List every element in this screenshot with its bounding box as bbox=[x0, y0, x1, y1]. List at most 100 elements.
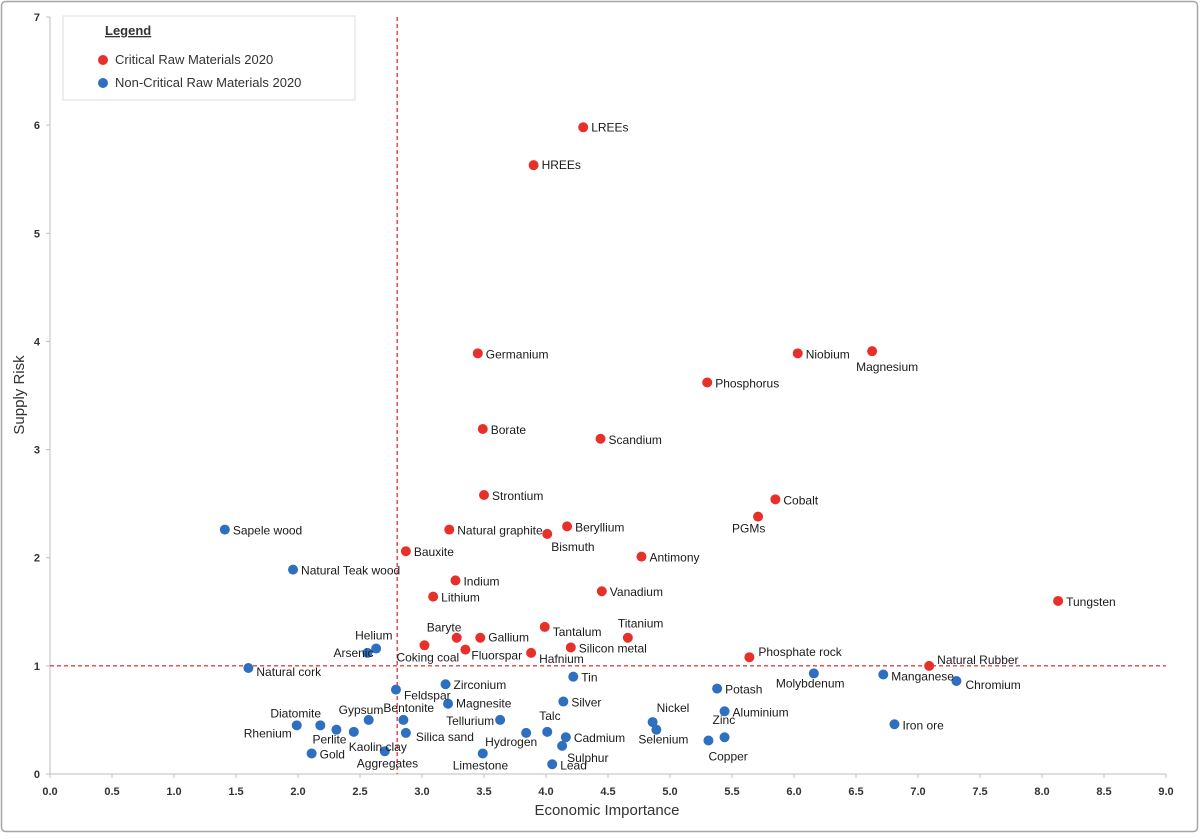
label-indium: Indium bbox=[463, 574, 499, 588]
x-tick-label: 0.0 bbox=[42, 786, 57, 798]
point-kaolin-clay bbox=[348, 726, 359, 737]
point-indium bbox=[450, 575, 461, 586]
label-potash: Potash bbox=[725, 683, 762, 697]
label-aggregates: Aggregates bbox=[357, 756, 418, 770]
label-hrees: HREEs bbox=[542, 158, 581, 172]
point-selenium bbox=[651, 724, 662, 735]
point-gallium bbox=[475, 632, 486, 643]
label-cadmium: Cadmium bbox=[574, 731, 625, 745]
y-tick-label: 7 bbox=[34, 12, 40, 24]
x-axis-title: Economic Importance bbox=[534, 802, 679, 819]
y-tick-label: 5 bbox=[34, 228, 40, 240]
x-tick-label: 1.0 bbox=[166, 786, 181, 798]
point-niobium bbox=[792, 348, 803, 359]
x-tick-label: 1.5 bbox=[228, 786, 243, 798]
label-silver: Silver bbox=[571, 696, 601, 710]
x-tick-label: 7.5 bbox=[972, 786, 987, 798]
legend-title: Legend bbox=[105, 23, 151, 38]
point-aggregates bbox=[379, 746, 390, 757]
label-nickel: Nickel bbox=[657, 701, 690, 715]
y-tick-label: 3 bbox=[34, 445, 40, 457]
label-gallium: Gallium bbox=[488, 631, 529, 645]
point-natural-teak-wood bbox=[288, 564, 299, 575]
point-copper bbox=[703, 735, 714, 746]
label-scandium: Scandium bbox=[609, 433, 662, 447]
y-tick-label: 4 bbox=[34, 336, 41, 348]
x-tick-label: 4.5 bbox=[600, 786, 615, 798]
point-sulphur bbox=[557, 740, 568, 751]
x-tick-label: 3.5 bbox=[476, 786, 491, 798]
x-tick-label: 9.0 bbox=[1158, 786, 1173, 798]
x-tick-label: 5.5 bbox=[724, 786, 739, 798]
point-zirconium bbox=[440, 679, 451, 690]
axes: 0.0 0.5 1.0 1.5 2.0 2.5 3.0 3.5 4.0 4.5 5.0 5.5 6.0 6… bbox=[34, 12, 1174, 798]
x-tick-label: 7.0 bbox=[910, 786, 925, 798]
x-tick-label: 6.5 bbox=[848, 786, 863, 798]
label-natural-rubber: Natural Rubber bbox=[937, 653, 1018, 667]
point-vanadium bbox=[596, 586, 607, 597]
point-magnesite bbox=[443, 698, 454, 709]
point-tungsten bbox=[1053, 595, 1064, 606]
label-tantalum: Tantalum bbox=[553, 625, 602, 639]
y-tick-label: 1 bbox=[34, 661, 40, 673]
label-tin: Tin bbox=[581, 671, 597, 685]
label-tellurium: Tellurium bbox=[446, 714, 494, 728]
label-selenium: Selenium bbox=[638, 733, 688, 747]
point-nickel bbox=[647, 717, 658, 728]
point-arsenic bbox=[362, 647, 373, 658]
label-borate: Borate bbox=[491, 423, 527, 437]
label-niobium: Niobium bbox=[806, 347, 850, 361]
point-potash bbox=[712, 683, 723, 694]
label-aluminium: Aluminium bbox=[733, 705, 789, 719]
label-iron-ore: Iron ore bbox=[902, 718, 944, 732]
y-tick-label: 2 bbox=[34, 553, 40, 565]
label-phosphate-rock: Phosphate rock bbox=[758, 645, 842, 659]
label-natural-teak-wood: Natural Teak wood bbox=[301, 564, 400, 578]
point-labels: LREEs HREEs Germanium Niobium Magnesium Phosp… bbox=[233, 120, 1116, 772]
point-silica-sand bbox=[400, 727, 411, 738]
label-molybdenum: Molybdenum bbox=[776, 676, 845, 690]
label-coking-coal: Coking coal bbox=[396, 650, 459, 664]
point-baryte bbox=[451, 632, 462, 643]
label-antimony: Antimony bbox=[649, 551, 699, 565]
label-bismuth: Bismuth bbox=[551, 540, 594, 554]
point-gold bbox=[306, 748, 317, 759]
point-hrees bbox=[528, 160, 539, 171]
label-kaolin-clay: Kaolin clay bbox=[349, 740, 407, 754]
point-lrees bbox=[578, 122, 589, 133]
label-talc: Talc bbox=[539, 709, 560, 723]
point-cadmium bbox=[560, 732, 571, 743]
label-germanium: Germanium bbox=[486, 347, 549, 361]
point-perlite bbox=[331, 724, 342, 735]
label-sapele-wood: Sapele wood bbox=[233, 524, 302, 538]
data-points bbox=[219, 122, 1064, 770]
label-zirconium: Zirconium bbox=[454, 678, 507, 692]
label-zinc: Zinc bbox=[713, 713, 736, 727]
point-phosphate-rock bbox=[744, 652, 755, 663]
label-perlite: Perlite bbox=[312, 733, 346, 747]
label-manganese: Manganese bbox=[891, 670, 954, 684]
label-bauxite: Bauxite bbox=[414, 545, 454, 559]
label-tungsten: Tungsten bbox=[1066, 595, 1116, 609]
label-magnesite: Magnesite bbox=[456, 697, 512, 711]
label-lrees: LREEs bbox=[591, 120, 628, 134]
point-manganese bbox=[878, 669, 889, 680]
point-molybdenum bbox=[808, 668, 819, 679]
x-tick-label: 3.0 bbox=[414, 786, 429, 798]
label-gold: Gold bbox=[320, 747, 345, 761]
label-bentonite: Bentonite bbox=[383, 701, 434, 715]
point-bauxite bbox=[400, 546, 411, 557]
label-rhenium: Rhenium bbox=[244, 726, 292, 740]
point-pgms bbox=[753, 511, 764, 522]
label-gypsum: Gypsum bbox=[339, 703, 384, 717]
point-rhenium bbox=[291, 720, 302, 731]
point-sapele-wood bbox=[219, 524, 230, 535]
label-cobalt: Cobalt bbox=[783, 493, 818, 507]
point-cobalt bbox=[770, 494, 781, 505]
point-diatomite bbox=[315, 720, 326, 731]
point-natural-cork bbox=[243, 663, 254, 674]
point-coking-coal bbox=[419, 640, 430, 651]
y-tick-label: 0 bbox=[34, 769, 40, 781]
